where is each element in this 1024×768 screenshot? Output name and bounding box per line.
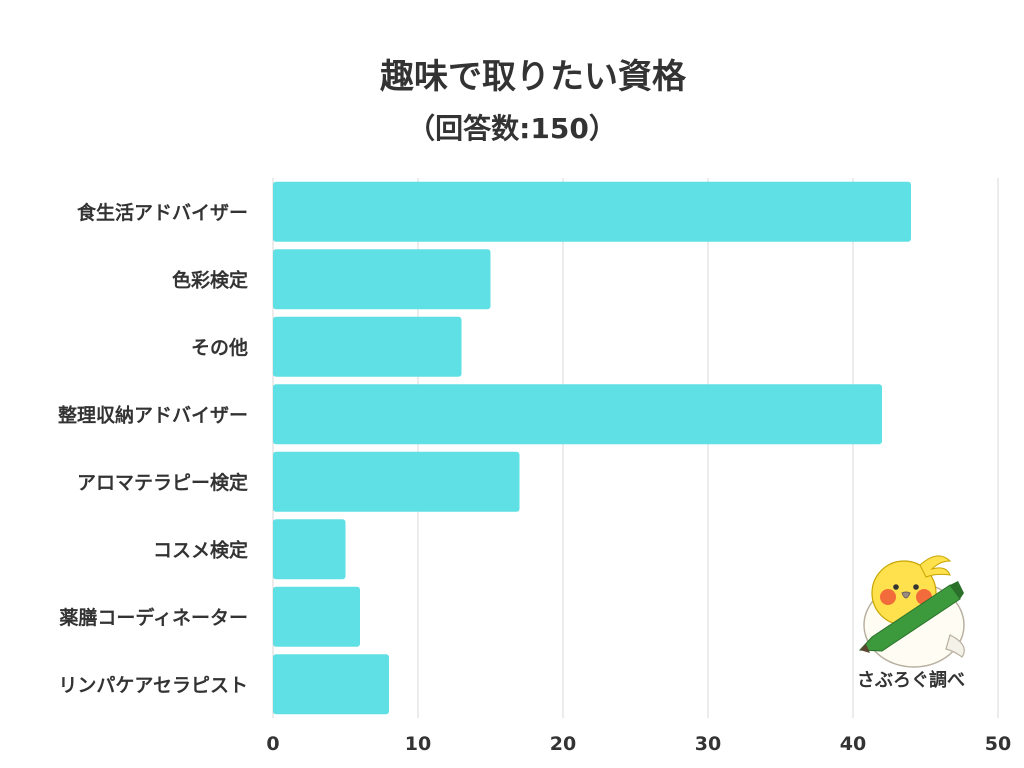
x-tick-label: 10 bbox=[405, 733, 431, 755]
category-label: 薬膳コーディネーター bbox=[58, 606, 248, 629]
bar bbox=[273, 384, 882, 445]
category-label: その他 bbox=[191, 336, 248, 359]
category-label: 整理収納アドバイザー bbox=[58, 403, 248, 426]
category-label: コスメ検定 bbox=[153, 538, 248, 561]
chart-title: 趣味で取りたい資格 bbox=[380, 57, 687, 97]
x-tick-label: 50 bbox=[985, 733, 1011, 755]
credit-label: さぶろぐ調べ bbox=[857, 669, 965, 691]
category-label: 食生活アドバイザー bbox=[77, 201, 248, 224]
category-label: 色彩検定 bbox=[172, 268, 248, 291]
bar bbox=[273, 586, 360, 647]
bar bbox=[273, 249, 491, 310]
bar bbox=[273, 519, 346, 580]
category-label: アロマテラピー検定 bbox=[77, 471, 248, 494]
bar bbox=[273, 654, 389, 715]
category-label: リンパケアセラピスト bbox=[58, 674, 248, 696]
x-tick-label: 40 bbox=[840, 733, 866, 755]
bird-mascot-icon bbox=[858, 555, 965, 668]
bar bbox=[273, 451, 520, 512]
x-tick-label: 0 bbox=[266, 733, 279, 755]
bar bbox=[273, 316, 462, 377]
bar bbox=[273, 181, 911, 242]
x-axis-tick-labels: 0 10 20 30 40 50 bbox=[266, 733, 1011, 755]
x-tick-label: 20 bbox=[550, 733, 576, 755]
category-labels: 食生活アドバイザー色彩検定その他整理収納アドバイザーアロマテラピー検定コスメ検定… bbox=[58, 201, 248, 697]
chart-subtitle: （回答数:150） bbox=[407, 112, 617, 145]
x-tick-label: 30 bbox=[695, 733, 721, 755]
bars bbox=[273, 181, 911, 715]
